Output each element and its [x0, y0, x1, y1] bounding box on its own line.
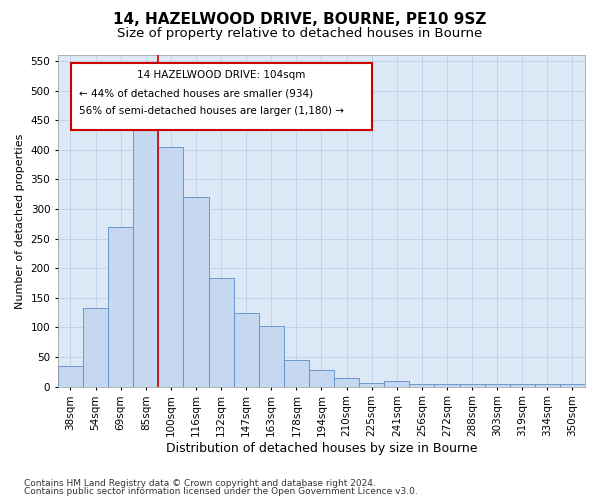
Bar — [309, 370, 334, 386]
Text: Contains public sector information licensed under the Open Government Licence v3: Contains public sector information licen… — [24, 487, 418, 496]
Bar — [359, 382, 384, 386]
FancyBboxPatch shape — [71, 64, 371, 130]
Bar — [535, 384, 560, 386]
Bar — [108, 227, 133, 386]
Bar — [133, 129, 158, 386]
Bar — [184, 197, 209, 386]
Bar — [510, 384, 535, 386]
Bar — [334, 378, 359, 386]
Bar — [384, 382, 409, 386]
Bar — [259, 326, 284, 386]
Bar — [409, 384, 434, 386]
Bar — [233, 312, 259, 386]
Bar — [434, 384, 460, 386]
Y-axis label: Number of detached properties: Number of detached properties — [15, 133, 25, 308]
Text: 14 HAZELWOOD DRIVE: 104sqm: 14 HAZELWOOD DRIVE: 104sqm — [137, 70, 305, 80]
Bar — [460, 384, 485, 386]
Bar — [485, 384, 510, 386]
Text: Contains HM Land Registry data © Crown copyright and database right 2024.: Contains HM Land Registry data © Crown c… — [24, 478, 376, 488]
Bar — [58, 366, 83, 386]
Text: ← 44% of detached houses are smaller (934): ← 44% of detached houses are smaller (93… — [79, 88, 313, 98]
Text: Size of property relative to detached houses in Bourne: Size of property relative to detached ho… — [118, 28, 482, 40]
Text: 14, HAZELWOOD DRIVE, BOURNE, PE10 9SZ: 14, HAZELWOOD DRIVE, BOURNE, PE10 9SZ — [113, 12, 487, 28]
Text: 56% of semi-detached houses are larger (1,180) →: 56% of semi-detached houses are larger (… — [79, 106, 344, 117]
X-axis label: Distribution of detached houses by size in Bourne: Distribution of detached houses by size … — [166, 442, 477, 455]
Bar — [209, 278, 233, 386]
Bar — [284, 360, 309, 386]
Bar — [158, 147, 184, 386]
Bar — [83, 308, 108, 386]
Bar — [560, 384, 585, 386]
